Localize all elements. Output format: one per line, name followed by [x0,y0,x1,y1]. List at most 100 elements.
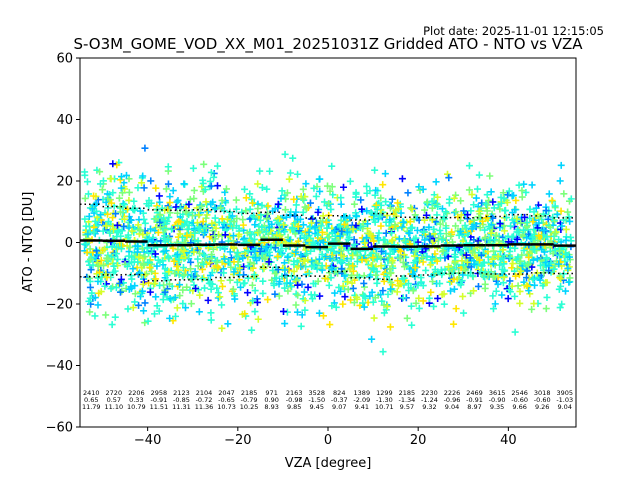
scatter-point [284,253,292,261]
scatter-point [211,214,219,222]
scatter-point [89,261,97,269]
scatter-point [134,184,142,192]
scatter-point [118,173,126,181]
scatter-point [377,247,385,255]
scatter-point [515,181,523,189]
scatter-point [136,207,144,215]
scatter-point [530,216,538,224]
scatter-point [513,235,521,243]
scatter-point [151,279,159,287]
scatter-point [244,247,252,255]
scatter-point [206,177,214,185]
scatter-point [233,278,241,286]
scatter-point [113,161,121,169]
scatter-point [167,296,175,304]
scatter-point [377,262,385,270]
scatter-point [274,252,282,260]
scatter-point [503,199,511,207]
scatter-point [410,252,418,260]
scatter-point [362,234,370,242]
scatter-point [155,192,163,200]
scatter-point [492,232,500,240]
scatter-point [426,261,434,269]
scatter-point [171,294,179,302]
scatter-point [107,285,115,293]
scatter-point [215,218,223,226]
scatter-point [311,291,319,299]
scatter-point [550,218,558,226]
scatter-point [298,311,306,319]
scatter-point [307,219,315,227]
scatter-point [164,163,172,171]
scatter-point [511,292,519,300]
scatter-point [420,228,428,236]
scatter-point [166,314,174,322]
scatter-point [223,225,231,233]
scatter-point [412,257,420,265]
x-tick-label: 0 [324,433,332,448]
scatter-point [83,178,91,186]
scatter-point [340,213,348,221]
scatter-point [292,301,300,309]
scatter-point [352,212,360,220]
scatter-point [194,262,202,270]
scatter-point [356,223,364,230]
scatter-point [318,250,326,258]
scatter-point [135,301,143,309]
scatter-point [94,274,102,282]
bin-stat-means: -0.60 [511,396,528,404]
scatter-point [438,236,446,244]
scatter-point [141,144,149,152]
bin-stat-stds: 9.26 [535,403,549,411]
scatter-point [557,282,565,290]
scatter-point [428,197,436,205]
scatter-point [489,305,497,313]
scatter-point [265,248,273,256]
scatter-point [235,230,243,238]
scatter-point [91,312,99,320]
scatter-point [376,213,384,221]
scatter-point [458,277,466,285]
scatter-point [194,237,202,245]
scatter-point [292,201,300,209]
scatter-point [209,245,217,253]
scatter-point [474,203,482,211]
scatter-point [221,231,229,239]
scatter-point [105,218,113,226]
scatter-point [218,196,226,204]
scatter-point [368,288,376,296]
scatter-point [360,303,368,311]
scatter-point [367,230,375,238]
scatter-point [171,270,179,278]
scatter-point [101,282,109,290]
scatter-point [254,315,262,323]
scatter-point [394,199,402,207]
scatter-point [274,266,282,274]
scatter-point [339,282,347,290]
scatter-point [346,265,354,273]
scatter-point [470,287,478,295]
scatter-point [422,211,430,219]
scatter-point [421,236,429,244]
scatter-point [371,218,379,226]
scatter-point [341,220,349,228]
scatter-point [516,257,524,265]
scatter-point [213,284,221,292]
scatter-point [439,234,447,242]
scatter-point [361,239,369,247]
scatter-point [254,205,262,213]
scatter-point [108,253,116,261]
scatter-point [370,211,378,219]
scatter-point [419,185,427,193]
scatter-point [530,245,538,253]
bin-stat-counts: 2720 [106,389,123,397]
scatter-point [331,227,339,235]
scatter-point [557,275,565,283]
scatter-point [391,221,399,229]
scatter-point [396,254,404,262]
scatter-point [349,225,357,233]
scatter-point [156,258,164,266]
scatter-point [381,170,389,178]
scatter-point [452,208,460,216]
scatter-point [348,279,356,287]
